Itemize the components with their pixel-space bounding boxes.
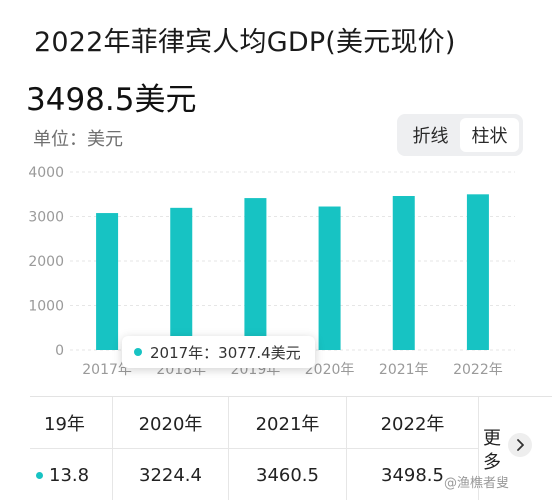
- watermark: @渔樵者叟: [444, 476, 510, 491]
- tooltip-series-dot: [134, 348, 142, 356]
- toggle-line-button[interactable]: 折线: [412, 126, 449, 147]
- table-header-cell: 19年: [30, 397, 112, 449]
- table-value-cell: 3460.5: [256, 464, 319, 486]
- more-label: 更多: [483, 428, 501, 473]
- table-value-cell: 3498.5: [381, 464, 444, 486]
- x-tick-label: 2021年: [379, 362, 429, 378]
- table-value-text: 13.8: [49, 464, 90, 486]
- bar: [318, 206, 341, 350]
- page-title: 2022年菲律宾人均GDP(美元现价): [34, 27, 456, 58]
- headline-value: 3498.5美元: [26, 82, 197, 118]
- data-table: 19年 13.8 2020年 3224.4 2021年 3460.5 2022年…: [30, 396, 552, 500]
- table-col: 2022年 3498.5: [346, 397, 478, 500]
- y-tick-label: 4000: [28, 165, 64, 181]
- y-tick-label: 2000: [28, 254, 64, 270]
- table-header-cell: 2020年: [113, 397, 228, 449]
- table-value-cell: 3224.4: [139, 464, 202, 486]
- table-col: 2021年 3460.5: [228, 397, 346, 500]
- tooltip-text: 2017年：3077.4美元: [150, 343, 301, 362]
- toggle-bar-button[interactable]: 柱状: [460, 118, 519, 152]
- table-col: 2020年 3224.4: [112, 397, 228, 500]
- unit-label: 单位：美元: [33, 129, 123, 150]
- table-header-cell: 2022年: [347, 397, 478, 449]
- table-col-partial: 19年 13.8: [30, 397, 112, 500]
- table-header-cell: 2021年: [229, 397, 346, 449]
- x-tick-label: 2017年: [82, 362, 132, 378]
- y-tick-label: 3000: [28, 210, 64, 226]
- chevron-right-icon[interactable]: [508, 433, 532, 457]
- table-value-cell: 13.8: [30, 449, 112, 500]
- chart-type-toggle: 折线 柱状: [397, 114, 523, 156]
- series-dot: [36, 471, 43, 479]
- more-column-button[interactable]: [478, 397, 552, 500]
- bar: [392, 196, 415, 350]
- bar: [244, 198, 267, 350]
- x-tick-label: 2020年: [305, 362, 355, 378]
- x-tick-label: 2022年: [453, 362, 503, 378]
- bar: [96, 213, 119, 350]
- y-tick-label: 0: [55, 343, 64, 359]
- chart-tooltip: 2017年：3077.4美元: [122, 336, 315, 368]
- y-tick-label: 1000: [28, 299, 64, 315]
- bar: [170, 207, 193, 350]
- bar: [466, 194, 489, 350]
